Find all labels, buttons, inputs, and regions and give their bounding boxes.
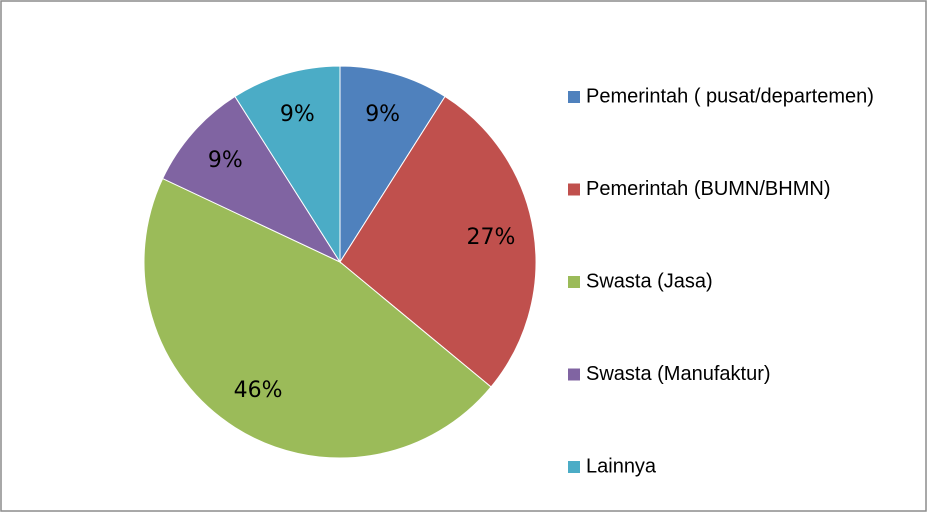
legend-swatch	[568, 91, 580, 103]
pie-slice	[339, 65, 446, 264]
legend-label: Lainnya	[586, 455, 657, 477]
data-label: 9%	[208, 148, 243, 173]
legend-swatch	[568, 183, 580, 196]
legend-swatch	[568, 276, 580, 288]
data-label: 9%	[280, 102, 315, 127]
pie-slice	[161, 95, 342, 264]
pie-slice	[143, 177, 492, 459]
data-label: 9%	[365, 102, 400, 127]
legend-label: Swasta (Jasa)	[586, 270, 713, 292]
legend-swatch	[568, 461, 580, 473]
legend-swatch	[568, 368, 580, 381]
data-label: 46%	[234, 378, 283, 403]
data-label: 27%	[467, 225, 516, 250]
pie-slice	[234, 65, 341, 264]
legend-label: Pemerintah ( pusat/departemen)	[586, 85, 874, 107]
legend-label: Pemerintah (BUMN/BHMN)	[586, 178, 830, 200]
pie-slice	[339, 95, 537, 388]
legend-label: Swasta (Manufaktur)	[586, 363, 771, 385]
